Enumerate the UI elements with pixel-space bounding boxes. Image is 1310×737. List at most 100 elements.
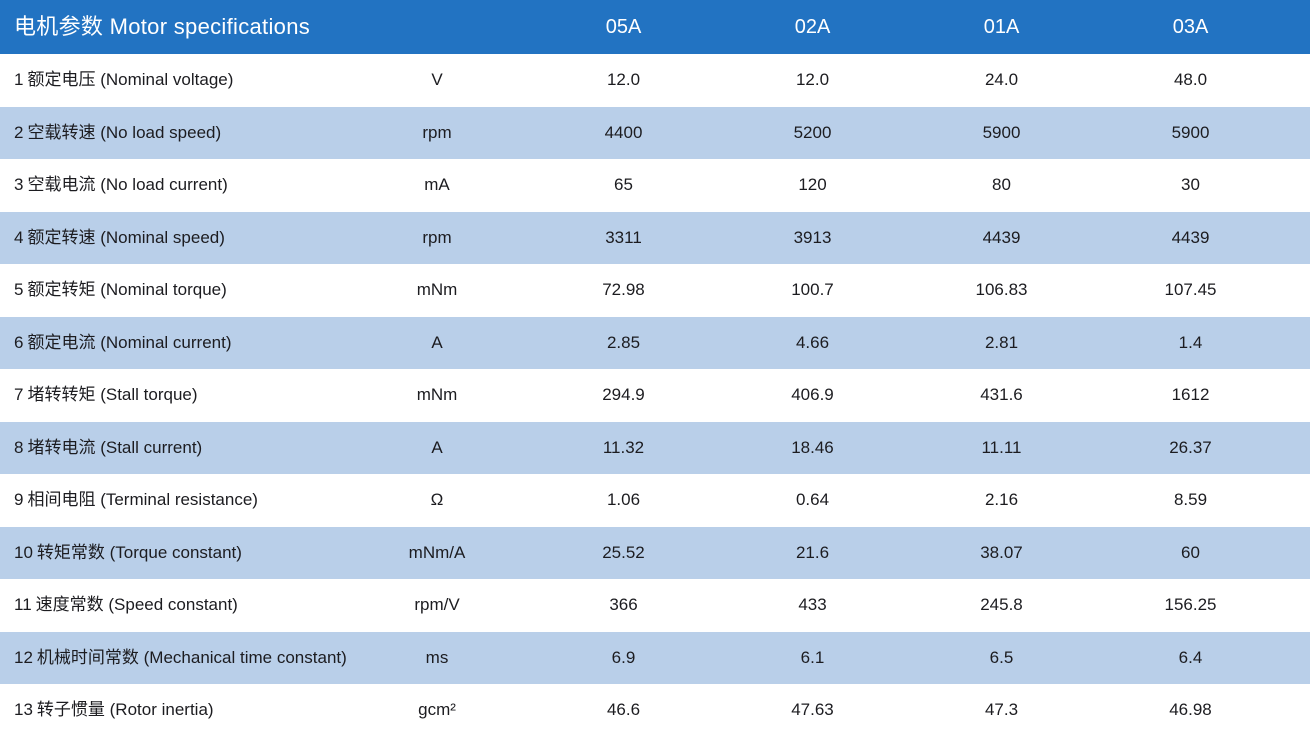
column-header-01a: 01A (983, 16, 1020, 38)
row-param-cell: 5 额定转矩 (Nominal torque) (0, 280, 345, 300)
row-unit: ms (425, 647, 449, 667)
row-value-02a: 100.7 (791, 280, 834, 300)
table-row: 6 额定电流 (Nominal current) A 2.85 4.66 2.81… (0, 316, 1310, 370)
table-title: 电机参数 Motor specifications (14, 13, 311, 39)
row-number: 1 (14, 70, 24, 90)
row-number: 4 (14, 227, 24, 247)
row-unit: A (431, 437, 443, 457)
table-row: 3 空载电流 (No load current) mA 65 120 80 30 (0, 159, 1310, 212)
row-param-cell: 13 转子惯量 (Rotor inertia) (0, 700, 345, 720)
row-value-03a: 30 (1181, 175, 1200, 195)
row-unit: gcm² (418, 700, 456, 720)
row-unit: rpm (422, 122, 452, 142)
row-value-02a: 0.64 (795, 490, 830, 510)
table-row: 11 速度常数 (Speed constant) rpm/V 366 433 24… (0, 579, 1310, 632)
row-unit: V (431, 70, 443, 90)
row-value-05a: 1.06 (606, 490, 641, 510)
row-param-cell: 10 转矩常数 (Torque constant) (0, 543, 345, 563)
row-number: 7 (14, 385, 24, 405)
row-param-cell: 11 速度常数 (Speed constant) (0, 595, 345, 615)
row-unit: mNm/A (408, 542, 466, 562)
row-value-01a: 5900 (982, 122, 1021, 142)
row-value-03a: 1.4 (1178, 332, 1203, 352)
row-value-02a: 4.66 (795, 332, 830, 352)
row-param-label: 空载转速 (No load speed) (27, 122, 222, 142)
row-param-label: 转子惯量 (Rotor inertia) (36, 700, 214, 720)
row-value-03a: 8.59 (1173, 490, 1208, 510)
row-param-label: 堵转电流 (Stall current) (27, 437, 203, 457)
row-value-02a: 120 (798, 175, 827, 195)
row-value-05a: 3311 (605, 227, 642, 247)
row-number: 3 (14, 175, 24, 195)
row-value-05a: 4400 (604, 122, 643, 142)
row-value-01a: 11.11 (981, 437, 1022, 457)
row-param-label: 额定电压 (Nominal voltage) (27, 70, 234, 90)
row-value-01a: 4439 (982, 227, 1021, 247)
row-value-03a: 48.0 (1173, 70, 1208, 90)
row-value-02a: 433 (798, 595, 827, 615)
table-row: 9 相间电阻 (Terminal resistance) Ω 1.06 0.64 … (0, 474, 1310, 527)
row-value-03a: 26.37 (1169, 437, 1212, 457)
row-param-label: 额定电流 (Nominal current) (27, 332, 232, 352)
table-row: 2 空载转速 (No load speed) rpm 4400 5200 5900… (0, 106, 1310, 160)
row-value-01a: 47.3 (984, 700, 1019, 720)
table-row: 4 额定转速 (Nominal speed) rpm 3311 3913 4439… (0, 211, 1310, 265)
row-value-05a: 366 (609, 595, 638, 615)
row-number: 6 (14, 332, 24, 352)
row-value-03a: 60 (1181, 542, 1200, 562)
row-value-01a: 80 (992, 175, 1011, 195)
row-value-03a: 1612 (1171, 385, 1210, 405)
row-value-05a: 12.0 (606, 70, 641, 90)
row-param-cell: 9 相间电阻 (Terminal resistance) (0, 490, 345, 510)
row-value-02a: 406.9 (791, 385, 834, 405)
table-row: 1 额定电压 (Nominal voltage) V 12.0 12.0 24.0… (0, 54, 1310, 107)
row-value-01a: 38.07 (980, 542, 1023, 562)
column-header-05a: 05A (605, 16, 642, 38)
row-param-label: 额定转速 (Nominal speed) (27, 227, 225, 247)
row-param-cell: 3 空载电流 (No load current) (0, 175, 345, 195)
table-header-row: 电机参数 Motor specifications 05A 02A 01A 03… (0, 0, 1310, 54)
row-param-cell: 2 空载转速 (No load speed) (0, 123, 345, 143)
row-param-label: 堵转转矩 (Stall torque) (27, 385, 198, 405)
row-unit: mA (424, 175, 450, 195)
row-number: 11 (14, 595, 32, 615)
row-value-03a: 107.45 (1164, 280, 1217, 300)
row-value-03a: 4439 (1171, 227, 1210, 247)
row-param-cell: 6 额定电流 (Nominal current) (0, 333, 345, 353)
row-value-05a: 25.52 (602, 542, 645, 562)
table-row: 10 转矩常数 (Torque constant) mNm/A 25.52 21.… (0, 526, 1310, 580)
row-param-cell: 4 额定转速 (Nominal speed) (0, 228, 345, 248)
row-value-05a: 6.9 (611, 647, 636, 667)
row-value-05a: 65 (614, 175, 633, 195)
row-number: 2 (14, 122, 24, 142)
column-header-03a: 03A (1172, 16, 1209, 38)
row-param-label: 空载电流 (No load current) (27, 175, 228, 195)
table-row: 5 额定转矩 (Nominal torque) mNm 72.98 100.7 1… (0, 264, 1310, 317)
row-param-cell: 1 额定电压 (Nominal voltage) (0, 70, 345, 90)
row-value-03a: 46.98 (1169, 700, 1212, 720)
row-param-label: 速度常数 (Speed constant) (35, 595, 238, 615)
row-unit: mNm (416, 385, 458, 405)
row-value-01a: 24.0 (984, 70, 1019, 90)
row-value-02a: 18.46 (791, 437, 834, 457)
column-header-02a: 02A (794, 16, 831, 38)
row-number: 10 (14, 542, 33, 562)
row-value-02a: 5200 (793, 122, 832, 142)
row-value-02a: 21.6 (795, 542, 830, 562)
row-value-02a: 12.0 (795, 70, 830, 90)
table-row: 8 堵转电流 (Stall current) A 11.32 18.46 11.1… (0, 421, 1310, 475)
row-param-label: 转矩常数 (Torque constant) (36, 542, 242, 562)
row-value-03a: 6.4 (1178, 647, 1203, 667)
row-unit: rpm/V (414, 595, 460, 615)
row-value-05a: 294.9 (602, 385, 645, 405)
row-param-cell: 8 堵转电流 (Stall current) (0, 438, 345, 458)
table-row: 12 机械时间常数 (Mechanical time constant) ms 6… (0, 631, 1310, 685)
row-value-02a: 47.63 (791, 700, 834, 720)
row-param-label: 相间电阻 (Terminal resistance) (27, 490, 258, 510)
row-unit: mNm (416, 280, 458, 300)
row-value-05a: 11.32 (602, 437, 645, 457)
row-value-01a: 2.81 (984, 332, 1019, 352)
row-number: 8 (14, 437, 24, 457)
row-param-cell: 12 机械时间常数 (Mechanical time constant) (0, 648, 347, 668)
